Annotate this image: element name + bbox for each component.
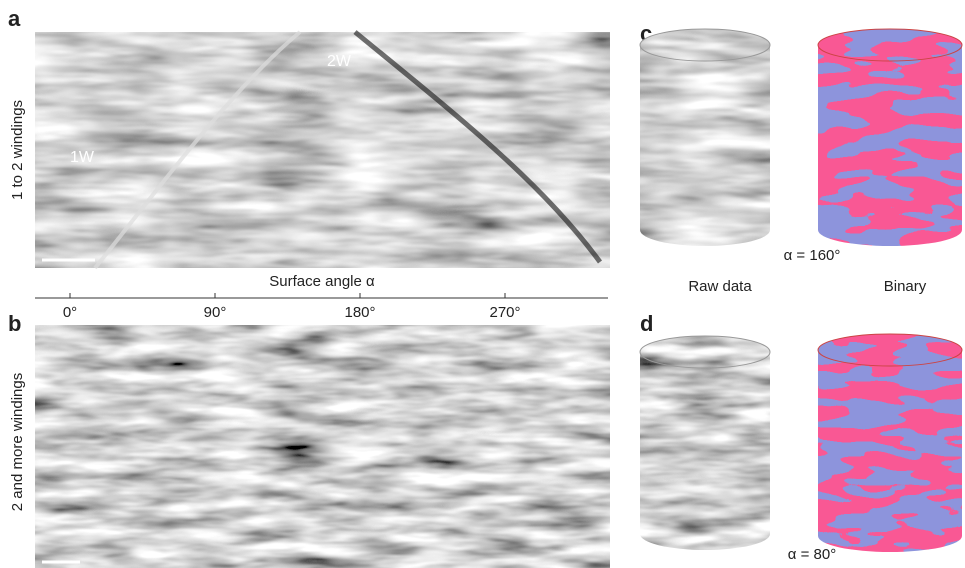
- column-label: Binary: [884, 278, 927, 295]
- cylinder-rim: [817, 333, 963, 367]
- cylinder-rim: [639, 28, 771, 62]
- texture: [640, 336, 770, 550]
- angle-label: α = 80°: [788, 546, 836, 563]
- side-label: 2 and more windings: [9, 373, 26, 511]
- cylinder-rim: [639, 335, 771, 369]
- texture: [640, 29, 770, 246]
- column-label: Raw data: [688, 278, 752, 295]
- winding-line: [93, 30, 302, 270]
- texture: [818, 29, 962, 246]
- tick-label: 180°: [344, 304, 375, 321]
- angle-label: α = 160°: [784, 247, 841, 264]
- annotation: 1W: [70, 149, 95, 166]
- annotation: 2W: [327, 53, 352, 70]
- panel-letter: a: [8, 6, 21, 31]
- winding-edge: [353, 30, 603, 264]
- cylinder-binary: [818, 334, 962, 552]
- cylinder-raw: [640, 336, 770, 550]
- panel-letter: d: [640, 311, 653, 336]
- axis-label: Surface angle α: [269, 273, 375, 290]
- cylinder-raw: [640, 29, 770, 246]
- cylinder-binary: [818, 29, 962, 246]
- side-label: 1 to 2 windings: [9, 100, 26, 200]
- tick-label: 90°: [204, 304, 227, 321]
- image-a: [35, 32, 610, 268]
- tick-label: 270°: [489, 304, 520, 321]
- tick-label: 0°: [63, 304, 77, 321]
- image-b: [35, 325, 610, 568]
- axis-ticks: [69, 293, 506, 298]
- texture: [818, 334, 962, 552]
- panel-letter: b: [8, 311, 21, 336]
- cylinder-rim: [817, 28, 963, 62]
